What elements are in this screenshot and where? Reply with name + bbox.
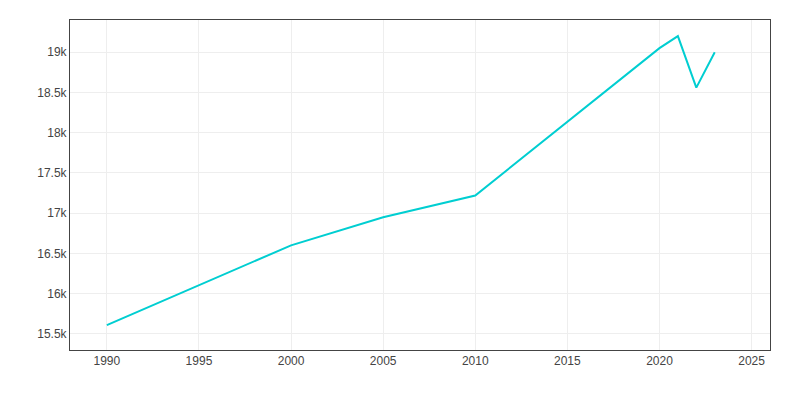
svg-text:2015: 2015 xyxy=(554,354,581,368)
svg-text:2025: 2025 xyxy=(738,354,765,368)
svg-text:16.5k: 16.5k xyxy=(37,247,67,261)
svg-text:1990: 1990 xyxy=(93,354,120,368)
svg-text:17k: 17k xyxy=(47,206,67,220)
svg-text:19k: 19k xyxy=(47,45,67,59)
svg-text:2020: 2020 xyxy=(646,354,673,368)
svg-text:18.5k: 18.5k xyxy=(37,86,67,100)
svg-text:2000: 2000 xyxy=(278,354,305,368)
svg-text:1995: 1995 xyxy=(186,354,213,368)
svg-text:2005: 2005 xyxy=(370,354,397,368)
svg-text:16k: 16k xyxy=(47,287,67,301)
svg-text:2010: 2010 xyxy=(462,354,489,368)
svg-text:15.5k: 15.5k xyxy=(37,327,67,341)
svg-text:17.5k: 17.5k xyxy=(37,166,67,180)
svg-text:18k: 18k xyxy=(47,126,67,140)
